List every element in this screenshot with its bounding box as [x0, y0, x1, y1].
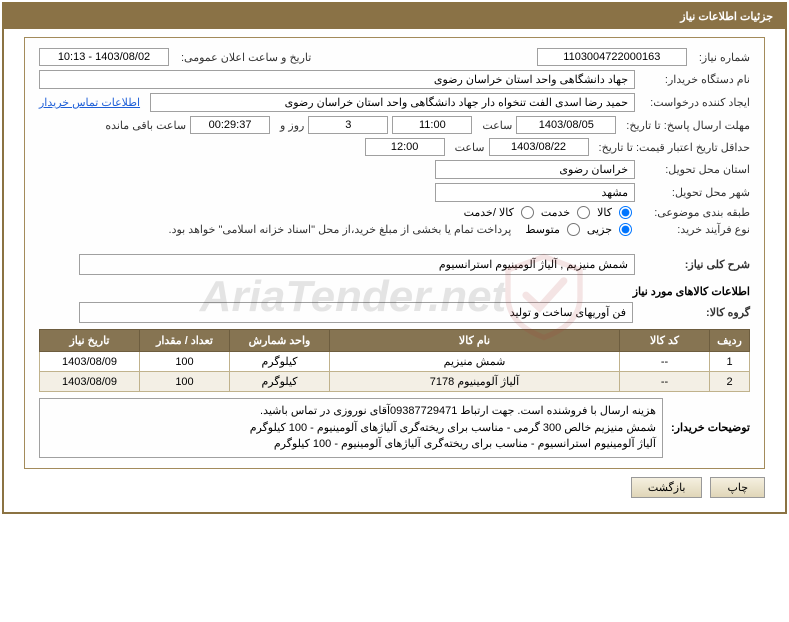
print-button[interactable]: چاپ — [710, 477, 765, 498]
buyer-notes-line2: شمش منیزیم خالص 300 گرمی - مناسب برای ری… — [46, 420, 656, 437]
announce-date-value: 1403/08/02 - 10:13 — [39, 48, 169, 66]
radio-medium-label: متوسط — [525, 223, 560, 236]
buyer-notes-line1: هزینه ارسال با فروشنده است. جهت ارتباط 0… — [46, 403, 656, 420]
radio-partial[interactable] — [619, 223, 632, 236]
price-valid-date: 1403/08/22 — [489, 138, 589, 156]
buyer-notes-box: هزینه ارسال با فروشنده است. جهت ارتباط 0… — [39, 398, 663, 458]
table-row: 1--شمش منیزیمکیلوگرم1001403/08/09 — [40, 352, 750, 372]
radio-goods-service[interactable] — [521, 206, 534, 219]
cell-name: آلیاژ آلومینیوم 7178 — [330, 372, 620, 392]
deadline-send-label: مهلت ارسال پاسخ: تا تاریخ: — [626, 119, 750, 132]
col-code: کد کالا — [620, 330, 710, 352]
radio-service[interactable] — [577, 206, 590, 219]
cell-code: -- — [620, 372, 710, 392]
back-button[interactable]: بازگشت — [631, 477, 703, 498]
cell-qty: 100 — [140, 352, 230, 372]
cell-code: -- — [620, 352, 710, 372]
delivery-city-value: مشهد — [435, 183, 635, 202]
delivery-province-value: خراسان رضوی — [435, 160, 635, 179]
group-value: فن آوریهای ساخت و تولید — [79, 302, 633, 323]
summary-text: شمش منیزیم , آلیاژ آلومینیوم استرانسیوم — [79, 254, 635, 275]
delivery-city-label: شهر محل تحویل: — [645, 186, 750, 199]
cell-date: 1403/08/09 — [40, 372, 140, 392]
remaining-label: ساعت باقی مانده — [105, 119, 186, 132]
days-remaining-label: روز و — [280, 119, 304, 132]
time-label-2: ساعت — [455, 141, 485, 154]
table-row: 2--آلیاژ آلومینیوم 7178کیلوگرم1001403/08… — [40, 372, 750, 392]
radio-medium[interactable] — [567, 223, 580, 236]
col-date: تاریخ نیاز — [40, 330, 140, 352]
buyer-notes-line3: آلیاژ آلومینیوم استرانسیوم - مناسب برای … — [46, 436, 656, 453]
cell-unit: کیلوگرم — [230, 372, 330, 392]
radio-goods[interactable] — [619, 206, 632, 219]
days-remaining: 3 — [308, 116, 388, 134]
deadline-send-time: 11:00 — [392, 116, 472, 134]
delivery-province-label: استان محل تحویل: — [645, 163, 750, 176]
price-valid-label: حداقل تاریخ اعتبار قیمت: تا تاریخ: — [599, 141, 750, 154]
deadline-send-date: 1403/08/05 — [516, 116, 616, 134]
col-unit: واحد شمارش — [230, 330, 330, 352]
items-section-title: اطلاعات کالاهای مورد نیاز — [39, 285, 750, 298]
cell-row: 1 — [710, 352, 750, 372]
buyer-notes-label: توضیحات خریدار: — [671, 421, 750, 434]
requester-label: ایجاد کننده درخواست: — [645, 96, 750, 109]
col-name: نام کالا — [330, 330, 620, 352]
price-valid-time: 12:00 — [365, 138, 445, 156]
buyer-org-value: جهاد دانشگاهی واحد استان خراسان رضوی — [39, 70, 635, 89]
cell-date: 1403/08/09 — [40, 352, 140, 372]
radio-goods-label: کالا — [597, 206, 612, 219]
hours-remaining: 00:29:37 — [190, 116, 270, 134]
panel-title: جزئیات اطلاعات نیاز — [4, 4, 785, 29]
need-number-label: شماره نیاز: — [699, 51, 750, 64]
summary-label: شرح کلی نیاز: — [645, 258, 750, 271]
buyer-org-label: نام دستگاه خریدار: — [645, 73, 750, 86]
time-label-1: ساعت — [482, 119, 512, 132]
items-table: ردیف کد کالا نام کالا واحد شمارش تعداد /… — [39, 329, 750, 392]
radio-goods-service-label: کالا /خدمت — [464, 206, 514, 219]
main-panel: جزئیات اطلاعات نیاز شماره نیاز: 11030047… — [2, 2, 787, 514]
col-row: ردیف — [710, 330, 750, 352]
announce-date-label: تاریخ و ساعت اعلان عمومی: — [181, 51, 311, 64]
group-label: گروه کالا: — [645, 306, 750, 319]
radio-partial-label: جزیی — [587, 223, 612, 236]
requester-value: حمید رضا اسدی الفت تنخواه دار جهاد دانشگ… — [150, 93, 635, 112]
cell-name: شمش منیزیم — [330, 352, 620, 372]
purchase-note: پرداخت تمام یا بخشی از مبلغ خرید،از محل … — [169, 223, 512, 236]
cell-row: 2 — [710, 372, 750, 392]
col-qty: تعداد / مقدار — [140, 330, 230, 352]
buyer-contact-link[interactable]: اطلاعات تماس خریدار — [39, 96, 140, 109]
cell-qty: 100 — [140, 372, 230, 392]
purchase-type-label: نوع فرآیند خرید: — [645, 223, 750, 236]
need-number-value: 1103004722000163 — [537, 48, 687, 66]
radio-service-label: خدمت — [541, 206, 570, 219]
cell-unit: کیلوگرم — [230, 352, 330, 372]
details-frame: شماره نیاز: 1103004722000163 تاریخ و ساع… — [24, 37, 765, 469]
subject-class-label: طبقه بندی موضوعی: — [645, 206, 750, 219]
